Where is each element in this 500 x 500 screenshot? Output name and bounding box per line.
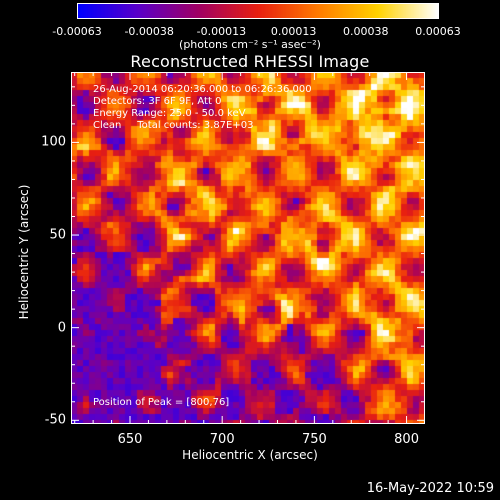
colorbar-tick: 0.00013 <box>270 25 317 38</box>
colorbar-tick: 0.00038 <box>343 25 389 38</box>
colorbar-unit-label: (photons cm⁻² s⁻¹ asec⁻²) <box>179 38 321 51</box>
y-tick-label: -50 <box>44 412 66 428</box>
colorbar <box>77 3 439 19</box>
time-range-annotation: 26-Aug-2014 06:20:36.000 to 06:26:36.000 <box>93 84 312 95</box>
x-tick-label: 800 <box>394 432 419 447</box>
peak-position-annotation: Position of Peak = [800,76] <box>93 397 230 408</box>
energy-range-annotation: Energy Range: 25.0 - 50.0 keV <box>93 108 246 119</box>
detectors-annotation: Detectors: 3F 6F 9F, Att 0 <box>93 96 222 107</box>
heatmap-image <box>71 72 425 424</box>
colorbar-tick: -0.00013 <box>196 25 247 38</box>
x-axis-label: Heliocentric X (arcsec) <box>182 448 318 462</box>
x-tick-label: 650 <box>117 432 143 447</box>
y-tick-label: 100 <box>41 134 66 150</box>
chart-title: Reconstructed RHESSI Image <box>130 52 370 71</box>
x-tick-label: 700 <box>209 432 235 447</box>
y-tick-label: 50 <box>49 227 66 243</box>
total-counts-annotation: Clean Total counts: 3.87E+03 <box>93 120 254 131</box>
y-tick-label: 0 <box>57 320 66 336</box>
x-tick-label: 750 <box>301 432 327 447</box>
colorbar-tick: 0.00063 <box>415 25 461 38</box>
colorbar-tick: -0.00063 <box>52 25 102 38</box>
date-stamp: 16-May-2022 10:59 <box>366 481 494 496</box>
colorbar-tick: -0.00038 <box>124 25 174 38</box>
y-axis-label: Heliocentric Y (arcsec) <box>17 184 31 320</box>
